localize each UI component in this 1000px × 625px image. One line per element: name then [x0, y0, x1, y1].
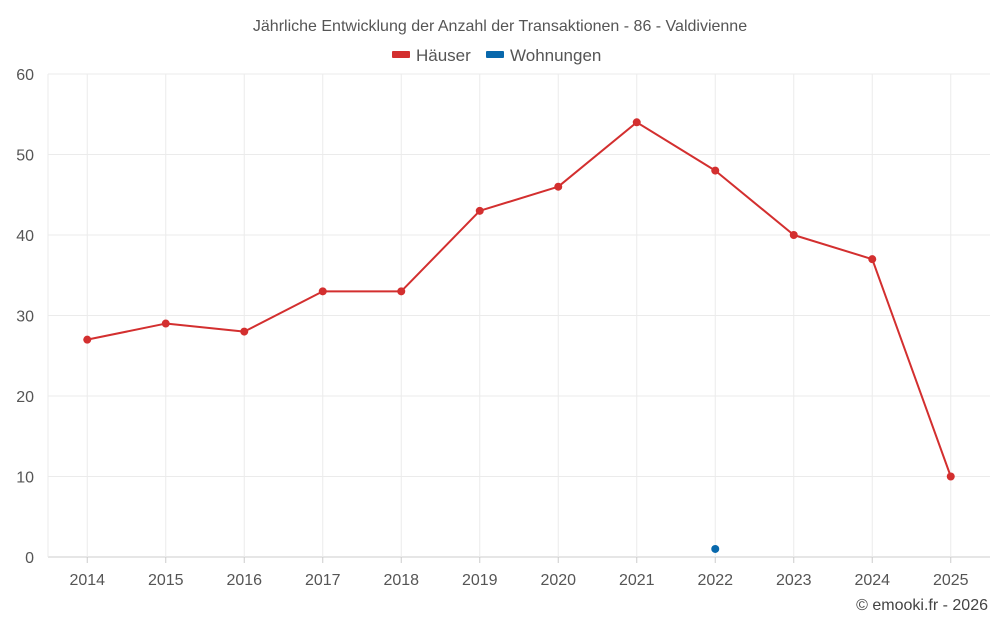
data-point-haeuser[interactable]: Häuser 2016: 28 [240, 327, 249, 336]
data-point-haeuser[interactable]: Häuser 2022: 48 [711, 166, 720, 175]
chart-series: Häuser 2014: 27 Häuser 2015: 29 Häuser 201… [83, 118, 955, 553]
chart-grid [47, 73, 990, 558]
data-point-haeuser[interactable]: Häuser 2014: 27 [83, 335, 92, 344]
legend-item-haeuser[interactable]: Häuser [392, 46, 471, 65]
credit-text: © emooki.fr - 2026 [856, 597, 988, 614]
y-tick-label: 10 [16, 470, 34, 487]
data-point-haeuser[interactable]: Häuser 2020: 46 [554, 182, 563, 191]
legend-swatch-wohnungen [486, 51, 504, 58]
data-point-haeuser[interactable]: Häuser 2019: 43 [475, 206, 484, 215]
x-tick-label: 2022 [697, 572, 733, 589]
legend-label-haeuser: Häuser [416, 46, 471, 65]
x-tick-label: 2023 [776, 572, 812, 589]
x-tick-label: 2019 [462, 572, 498, 589]
y-tick-label: 40 [16, 228, 34, 245]
x-tick-label: 2015 [148, 572, 184, 589]
x-tick-label: 2025 [933, 572, 969, 589]
data-point-haeuser[interactable]: Häuser 2018: 33 [397, 287, 406, 296]
y-tick-label: 20 [16, 389, 34, 406]
data-point-haeuser[interactable]: Häuser 2024: 37 [868, 255, 877, 264]
x-tick-label: 2021 [619, 572, 655, 589]
legend-label-wohnungen: Wohnungen [510, 46, 601, 65]
y-axis: 0 10 20 30 40 50 60 [16, 67, 34, 567]
legend-swatch-haeuser [392, 51, 410, 58]
x-axis: 2014 2015 2016 2017 2018 2019 2020 2021 2022 2023… [69, 557, 969, 589]
chart-title: Jährliche Entwicklung der Anzahl der Tra… [253, 18, 747, 35]
x-tick-label: 2014 [69, 572, 105, 589]
data-point-haeuser[interactable]: Häuser 2017: 33 [318, 287, 327, 296]
series-line-haeuser [87, 121, 952, 477]
x-tick-label: 2024 [854, 572, 890, 589]
chart-legend: Häuser Wohnungen [392, 46, 601, 65]
y-tick-label: 60 [16, 67, 34, 84]
y-tick-label: 50 [16, 148, 34, 165]
x-tick-label: 2017 [305, 572, 341, 589]
y-tick-label: 0 [25, 550, 34, 567]
legend-item-wohnungen[interactable]: Wohnungen [486, 46, 601, 65]
data-point-wohnungen[interactable]: Wohnungen 2022: 1 [711, 544, 720, 553]
x-tick-label: 2016 [226, 572, 262, 589]
data-point-haeuser[interactable]: Häuser 2023: 40 [789, 231, 798, 239]
x-tick-label: 2020 [540, 572, 576, 589]
data-point-haeuser[interactable]: Häuser 2025: 10 [946, 472, 955, 481]
data-point-haeuser[interactable]: Häuser 2021: 54 [632, 118, 641, 127]
x-tick-label: 2018 [383, 572, 419, 589]
y-tick-label: 30 [16, 309, 34, 326]
data-point-haeuser[interactable]: Häuser 2015: 29 [161, 319, 170, 328]
